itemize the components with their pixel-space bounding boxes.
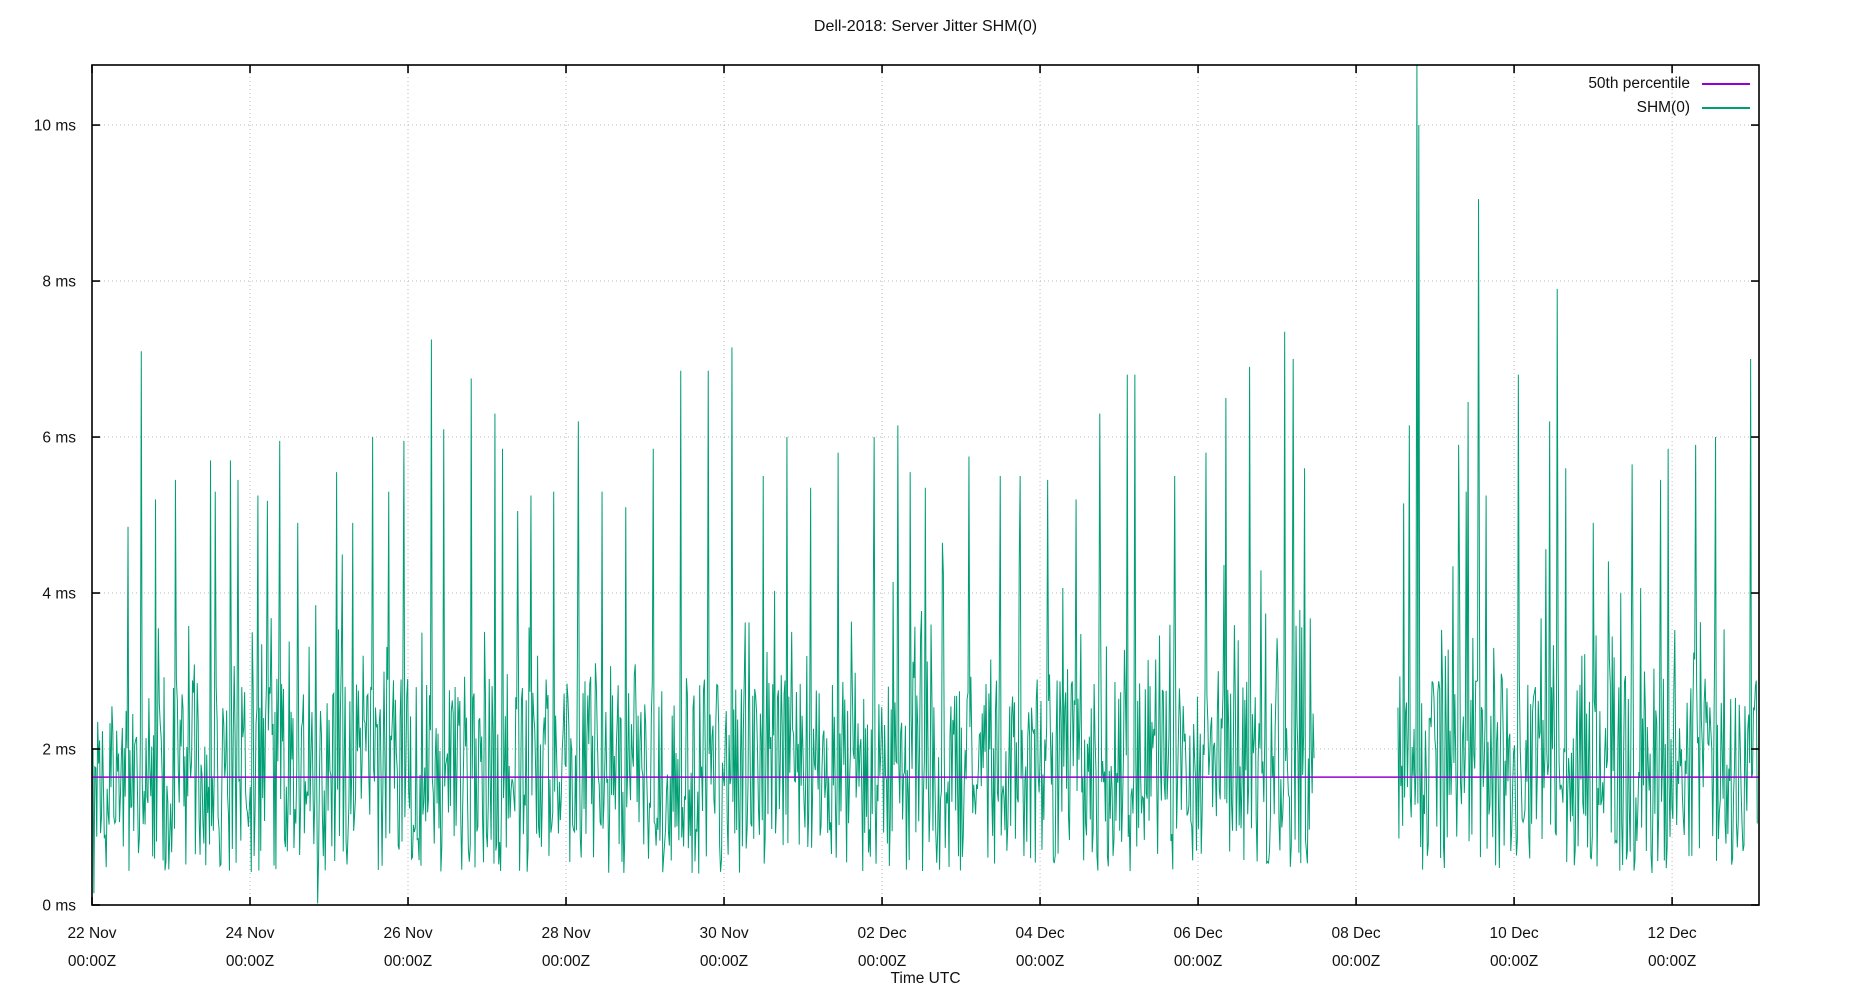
- svg-text:0 ms: 0 ms: [42, 898, 76, 915]
- svg-text:30 Nov: 30 Nov: [699, 925, 748, 942]
- legend: 50th percentile SHM(0): [1588, 75, 1750, 117]
- svg-text:4 ms: 4 ms: [42, 586, 76, 603]
- svg-text:12 Dec: 12 Dec: [1648, 925, 1697, 942]
- svg-text:00:00Z: 00:00Z: [1490, 953, 1538, 970]
- svg-text:02 Dec: 02 Dec: [857, 925, 906, 942]
- svg-text:00:00Z: 00:00Z: [542, 953, 590, 970]
- x-axis-title: Time UTC: [890, 970, 961, 987]
- svg-text:00:00Z: 00:00Z: [226, 953, 274, 970]
- svg-text:00:00Z: 00:00Z: [68, 953, 116, 970]
- legend-entry-shm0: SHM(0): [1637, 99, 1750, 117]
- svg-text:8 ms: 8 ms: [42, 274, 76, 291]
- svg-text:00:00Z: 00:00Z: [858, 953, 906, 970]
- legend-label-percentile: 50th percentile: [1588, 75, 1690, 92]
- svg-text:24 Nov: 24 Nov: [225, 925, 274, 942]
- legend-entry-percentile: 50th percentile: [1588, 75, 1750, 93]
- svg-text:6 ms: 6 ms: [42, 430, 76, 447]
- legend-line-sample-shm0: [1702, 107, 1750, 109]
- legend-label-shm0: SHM(0): [1636, 99, 1690, 116]
- svg-text:04 Dec: 04 Dec: [1015, 925, 1064, 942]
- svg-text:00:00Z: 00:00Z: [1648, 953, 1696, 970]
- svg-text:00:00Z: 00:00Z: [1174, 953, 1222, 970]
- svg-text:00:00Z: 00:00Z: [384, 953, 432, 970]
- svg-text:00:00Z: 00:00Z: [1016, 953, 1064, 970]
- svg-text:00:00Z: 00:00Z: [1332, 953, 1380, 970]
- svg-text:26 Nov: 26 Nov: [383, 925, 432, 942]
- svg-text:22 Nov: 22 Nov: [67, 925, 116, 942]
- legend-line-sample-percentile: [1702, 83, 1750, 85]
- svg-text:00:00Z: 00:00Z: [700, 953, 748, 970]
- svg-text:10 ms: 10 ms: [34, 118, 76, 135]
- svg-text:28 Nov: 28 Nov: [541, 925, 590, 942]
- chart-title: Dell-2018: Server Jitter SHM(0): [813, 18, 1038, 35]
- svg-text:10 Dec: 10 Dec: [1490, 925, 1539, 942]
- svg-text:2 ms: 2 ms: [42, 742, 76, 759]
- svg-text:08 Dec: 08 Dec: [1332, 925, 1381, 942]
- svg-text:06 Dec: 06 Dec: [1174, 925, 1223, 942]
